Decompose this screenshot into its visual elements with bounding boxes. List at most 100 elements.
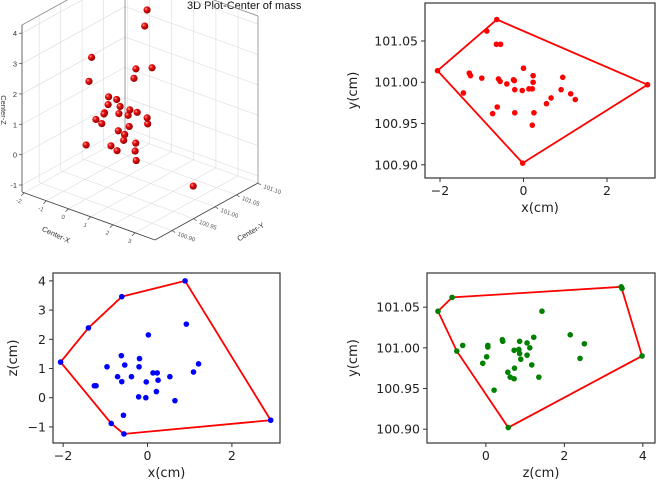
- data-point: [497, 41, 504, 48]
- z-tick-label: 4: [13, 29, 17, 38]
- data-point: [153, 388, 160, 395]
- data-point: [511, 365, 518, 371]
- y-tick-label: 100.90: [376, 422, 420, 437]
- data-point-sphere: [144, 120, 152, 128]
- data-point: [511, 77, 518, 84]
- data-point: [145, 332, 152, 338]
- plot-frame: [426, 272, 656, 444]
- data-point: [478, 75, 485, 81]
- data-point: [172, 397, 178, 404]
- y-tick-label: 0: [38, 390, 46, 405]
- x-tick-label: 4: [639, 448, 647, 463]
- data-point: [155, 377, 161, 383]
- plot-frame: [52, 272, 281, 444]
- wall-grid-line: [21, 0, 83, 34]
- z-tick-label: 1: [13, 120, 17, 129]
- data-point: [581, 340, 588, 347]
- data-point: [267, 417, 274, 424]
- data-point: [511, 86, 518, 93]
- data-point: [136, 355, 143, 362]
- y-tick-label: 100.90: [176, 232, 196, 244]
- y-tick-mark: [257, 182, 262, 186]
- y-tick-label: −1: [28, 419, 46, 434]
- y-tick-mark: [171, 230, 176, 233]
- data-point: [519, 160, 526, 166]
- data-point: [167, 373, 173, 380]
- data-point: [114, 373, 121, 380]
- plot-3d-center-of-mass: 3D Plot-Center of mass -2 -1 0 1 2 3 100.90100…: [0, 0, 302, 245]
- y-axis-title: Center-Y: [236, 220, 266, 243]
- z-tick-label: -1: [10, 181, 17, 190]
- data-point: [460, 90, 467, 96]
- floor-grid-line: [81, 158, 216, 208]
- y-tick-label: 1: [38, 361, 46, 376]
- data-point: [128, 373, 135, 380]
- data-point-sphere: [143, 6, 151, 14]
- data-point: [499, 338, 506, 345]
- plot-zy: 0 2 4 100.90 100.95 101.00 101.05 z(cm) y(cm): [346, 272, 656, 481]
- x-tick-label: 3: [127, 238, 133, 245]
- x-axis-label: z(cm): [523, 466, 560, 481]
- data-point: [435, 308, 441, 315]
- data-point-sphere: [82, 141, 90, 149]
- data-point: [154, 370, 161, 376]
- data-point: [143, 394, 149, 401]
- data-point-sphere: [126, 106, 134, 114]
- plot-xy: −2 0 2 100.90 100.95 101.00 101.05 x(cm) y(cm): [346, 2, 656, 216]
- data-point: [530, 72, 536, 79]
- data-point: [572, 96, 579, 103]
- wall-grid-line: [21, 6, 126, 64]
- y-tick-label: 101.10: [262, 184, 282, 196]
- plot-xz: −2 0 2 −1 0 1 2 3 4 x(cm) z(cm): [6, 272, 281, 481]
- data-point: [548, 95, 554, 101]
- y-tick-label: 101.05: [376, 300, 420, 315]
- data-point: [516, 350, 523, 357]
- data-point: [559, 74, 566, 81]
- data-point-sphere: [115, 110, 123, 118]
- data-point: [530, 79, 536, 86]
- data-point: [195, 361, 202, 367]
- y-tick-label: 100.95: [374, 116, 418, 131]
- data-point: [57, 359, 64, 365]
- data-point: [531, 109, 537, 116]
- x-tick-label: 1: [82, 222, 88, 229]
- data-point: [491, 387, 497, 393]
- data-point: [118, 378, 125, 385]
- floor-grid-line: [124, 134, 259, 184]
- x-tick-mark: [43, 200, 47, 205]
- z-tick-label: 0: [13, 151, 17, 160]
- data-point-sphere: [98, 119, 106, 128]
- data-point: [505, 424, 512, 431]
- data-point: [528, 362, 535, 368]
- floor-grid-line: [103, 146, 237, 196]
- data-point: [543, 100, 550, 107]
- data-point: [85, 325, 92, 331]
- wall-grid-line: [190, 0, 259, 25]
- data-point: [558, 86, 564, 93]
- data-point: [190, 369, 197, 375]
- data-point: [505, 369, 511, 376]
- data-point-sphere: [116, 102, 124, 111]
- data-point: [524, 352, 530, 358]
- data-point: [489, 110, 496, 117]
- data-point: [527, 345, 533, 351]
- wall-grid-line: [21, 67, 126, 125]
- data-point-sphere: [143, 114, 151, 122]
- x-tick-label: 0: [482, 448, 490, 463]
- x-tick-label: 0: [60, 214, 66, 221]
- y-tick-label: 100.90: [374, 157, 418, 172]
- data-point-sphere: [113, 147, 121, 155]
- x-axis-label: x(cm): [521, 201, 559, 216]
- data-point: [567, 332, 574, 338]
- data-point-sphere: [113, 95, 121, 104]
- data-point: [493, 41, 500, 48]
- y-tick-label: 101.05: [374, 33, 418, 48]
- floor-grid-line: [39, 182, 173, 231]
- x-tick-label: 2: [228, 448, 236, 463]
- data-point: [485, 344, 491, 350]
- data-point: [619, 285, 625, 292]
- y-tick-mark: [236, 194, 240, 198]
- x-tick-label: 2: [603, 183, 611, 198]
- data-point: [493, 16, 500, 23]
- data-point-sphere: [132, 65, 140, 73]
